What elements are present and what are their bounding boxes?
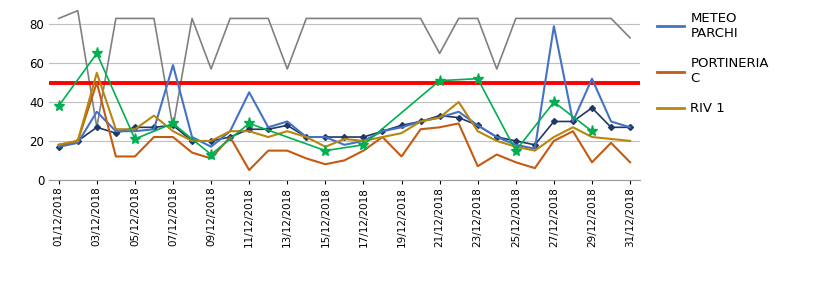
Legend: METEO
PARCHI, PORTINERIA
C, RIV 1: METEO PARCHI, PORTINERIA C, RIV 1	[651, 7, 773, 121]
